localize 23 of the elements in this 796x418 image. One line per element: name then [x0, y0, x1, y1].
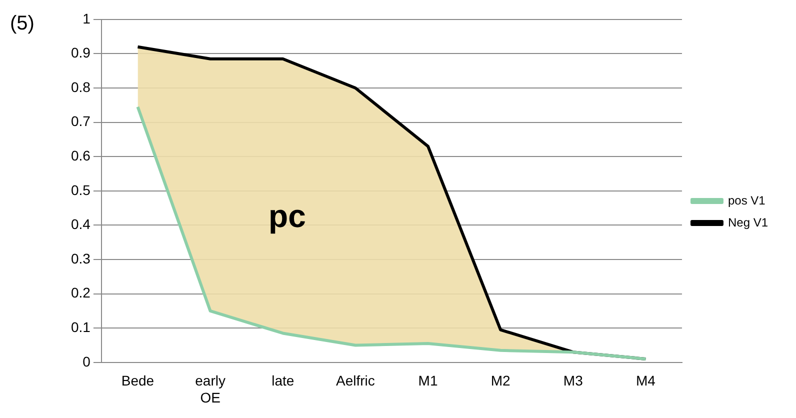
x-tick-label: M2: [490, 372, 510, 389]
legend-label: Neg V1: [728, 215, 768, 230]
y-tick-label: 0.8: [70, 78, 91, 95]
x-tick-label: M4: [636, 372, 656, 389]
y-tick-label: 0.4: [70, 216, 91, 232]
x-tick-label: Aelfric: [336, 372, 375, 389]
text: (5): [10, 12, 34, 35]
y-tick-label: 0: [82, 353, 91, 370]
y-tick-label: 0.7: [70, 113, 91, 130]
y-tick-label: 0.9: [70, 44, 91, 61]
y-tick-label: 0.2: [70, 284, 91, 301]
y-tick-label: 0.6: [70, 147, 91, 164]
y-tick-label: 1: [82, 10, 91, 26]
x-tick-label: Bede: [121, 372, 154, 389]
x-tick-label: late: [272, 372, 294, 389]
y-tick-label: 0.1: [70, 318, 91, 335]
y-tick-label: 0.5: [70, 182, 91, 198]
legend-label: pos V1: [728, 193, 766, 208]
x-tick-label: M3: [563, 372, 584, 389]
y-tick-label: 0.3: [70, 250, 91, 266]
x-tick-label: M1: [418, 372, 438, 389]
x-tick-label: early OE: [195, 372, 226, 406]
annotation: pc: [268, 198, 306, 234]
